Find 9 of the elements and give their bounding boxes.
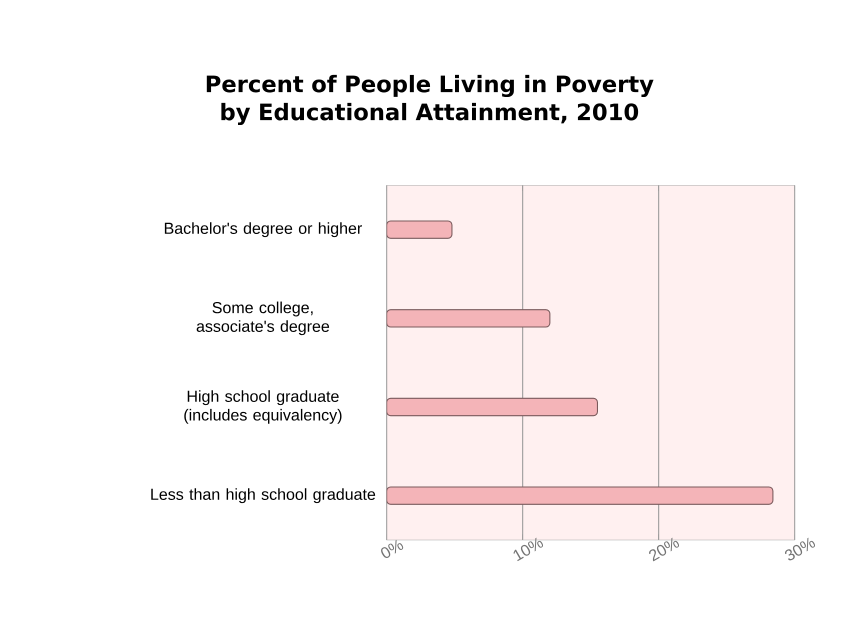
- y-tick-label: Less than high school graduate: [151, 488, 376, 504]
- y-tick-label: Bachelor's degree or higher: [164, 222, 362, 238]
- x-tick-label: 20%: [649, 538, 680, 562]
- y-tick-label: Some college, associate's degree: [196, 302, 330, 336]
- y-tick-label: High school graduate (includes equivalency): [184, 390, 342, 424]
- x-tick-label: 10%: [513, 538, 544, 562]
- chart-title: Percent of People Living in Poverty by Educational Attainment, 2010: [206, 74, 654, 126]
- x-tick-label: 0%: [381, 540, 404, 558]
- x-tick-label: 30%: [785, 538, 816, 560]
